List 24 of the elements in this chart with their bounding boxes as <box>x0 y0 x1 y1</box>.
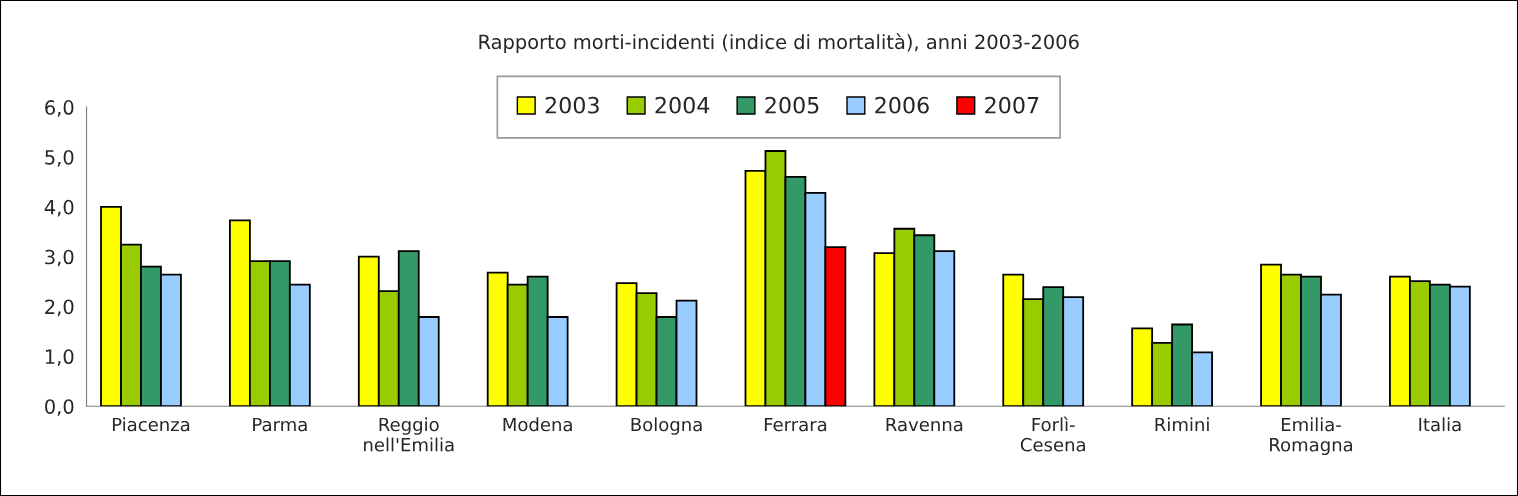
y-tick-label: 2,0 <box>45 299 74 317</box>
x-tick-label: Rimini <box>1155 417 1209 432</box>
x-tick-label: Emilia- Romagna <box>1270 417 1353 456</box>
x-tick-label: Parma <box>253 417 307 432</box>
x-tick-label: Forlì- Cesena <box>1020 416 1085 452</box>
x-tick-label: Piacenza <box>112 417 190 432</box>
x-tick-label: Reggio nell'Emilia <box>364 417 454 452</box>
y-tick-label: 4,0 <box>44 199 74 217</box>
y-tick-label: 6,0 <box>45 100 74 117</box>
legend-label: 2007 <box>985 96 1039 114</box>
legend-label: 2003 <box>545 96 599 114</box>
legend-label: 2004 <box>655 96 710 114</box>
x-tick-label: Bologna <box>631 417 702 435</box>
x-tick-label: Ferrara <box>764 417 827 432</box>
legend-label: 2006 <box>875 96 929 114</box>
y-tick-label: 5,0 <box>45 149 74 167</box>
y-tick-label: 1,0 <box>45 349 74 367</box>
x-tick-label: Modena <box>503 417 572 432</box>
x-tick-label: Italia <box>1419 417 1461 432</box>
chart-title: Rapporto morti-incidenti (indice di mortalità), anni 2003-2006 <box>479 33 1079 53</box>
legend-label: 2005 <box>765 96 819 114</box>
y-tick-label: 3,0 <box>45 249 74 267</box>
y-tick-label: 0,0 <box>45 399 74 416</box>
x-tick-label: Ravenna <box>886 417 963 432</box>
